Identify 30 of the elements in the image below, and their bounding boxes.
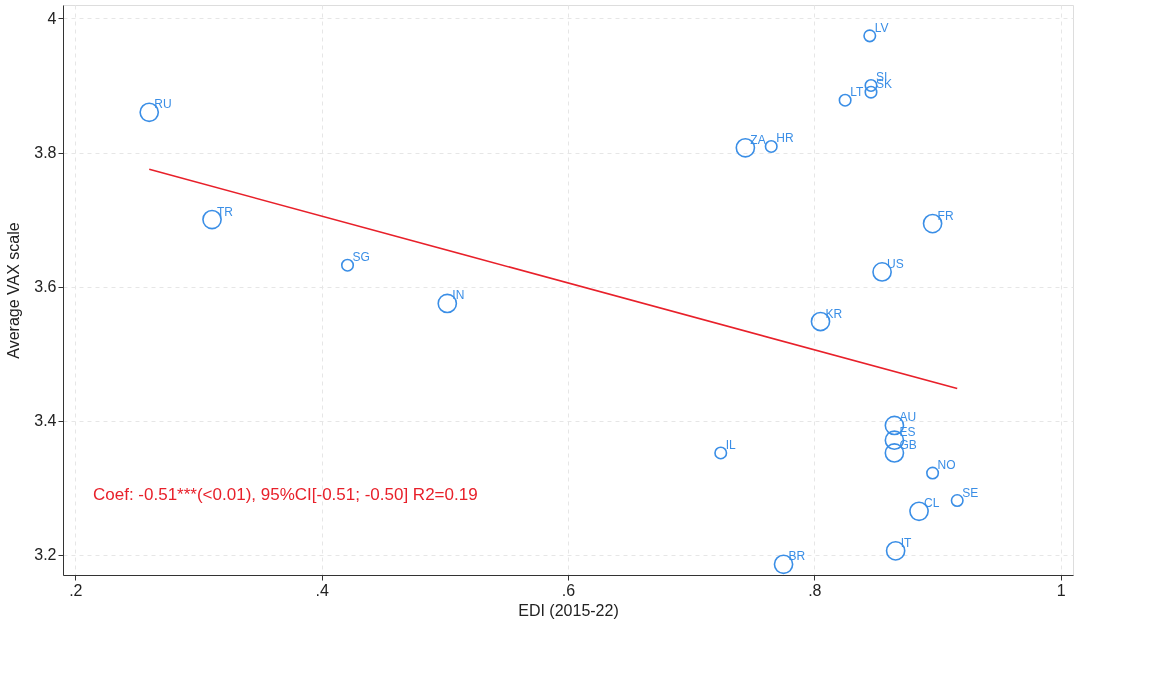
annotation: IN bbox=[452, 288, 465, 303]
x-tick-label: .4 bbox=[315, 581, 329, 599]
y-tick-label: 3.8 bbox=[34, 144, 57, 162]
annotation: IL bbox=[725, 437, 737, 452]
annotation: RU bbox=[154, 97, 172, 112]
y-tick-label: 3.6 bbox=[34, 278, 57, 296]
x-tick-label: 1 bbox=[1056, 581, 1066, 599]
x-tick-label: .8 bbox=[808, 581, 822, 599]
annotation: SG bbox=[352, 250, 370, 265]
annotation: ZA bbox=[750, 132, 766, 147]
annotation: LT bbox=[850, 85, 864, 100]
annotation: Coef: -0.51***(<0.01), 95%CI[-0.51; -0.50] R2=0.19 bbox=[93, 485, 478, 504]
annotation: BR bbox=[788, 549, 806, 564]
annotation: KR bbox=[825, 306, 843, 321]
annotation: HR bbox=[776, 131, 794, 146]
annotation: FR bbox=[937, 208, 954, 223]
y-tick-label: 3.4 bbox=[34, 412, 57, 430]
annotation: TR bbox=[217, 204, 234, 219]
annotation: AU bbox=[899, 410, 917, 425]
annotation: SE bbox=[962, 485, 979, 500]
annotation: CL bbox=[924, 496, 940, 511]
x-tick-label: .2 bbox=[69, 581, 83, 599]
annotation: LV bbox=[874, 20, 889, 35]
annotation: US bbox=[887, 256, 904, 271]
x-tick-label: .6 bbox=[561, 581, 576, 599]
x-axis-title: EDI (2015-22) bbox=[518, 601, 619, 619]
y-axis-title: Average VAX scale bbox=[5, 222, 23, 359]
annotation: NO bbox=[937, 458, 956, 473]
y-tick-label: 4 bbox=[47, 9, 57, 27]
y-tick-label: 3.2 bbox=[34, 546, 57, 564]
